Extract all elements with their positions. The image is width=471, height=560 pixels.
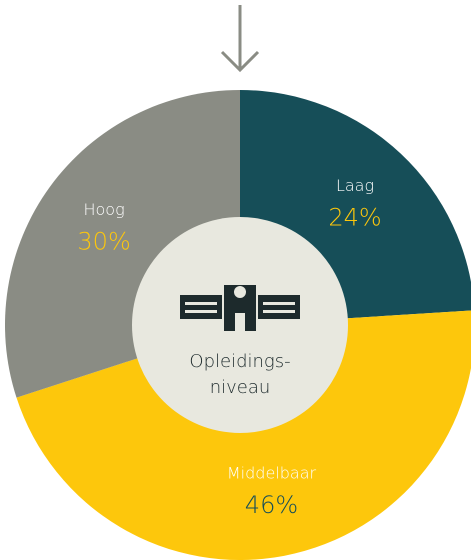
- slice-name: Hoog: [83, 200, 124, 219]
- slice-value: 24%: [328, 204, 381, 232]
- center-label: niveau: [210, 377, 271, 398]
- slice-name: Middelbaar: [227, 464, 317, 483]
- slice-value: 46%: [245, 491, 298, 519]
- center-label: Opleidings-: [189, 351, 290, 372]
- school-icon: [180, 285, 300, 331]
- slice-value: 30%: [77, 227, 130, 255]
- slice-name: Laag: [336, 176, 374, 195]
- pie-slice: [16, 310, 471, 560]
- arrow: [220, 5, 260, 73]
